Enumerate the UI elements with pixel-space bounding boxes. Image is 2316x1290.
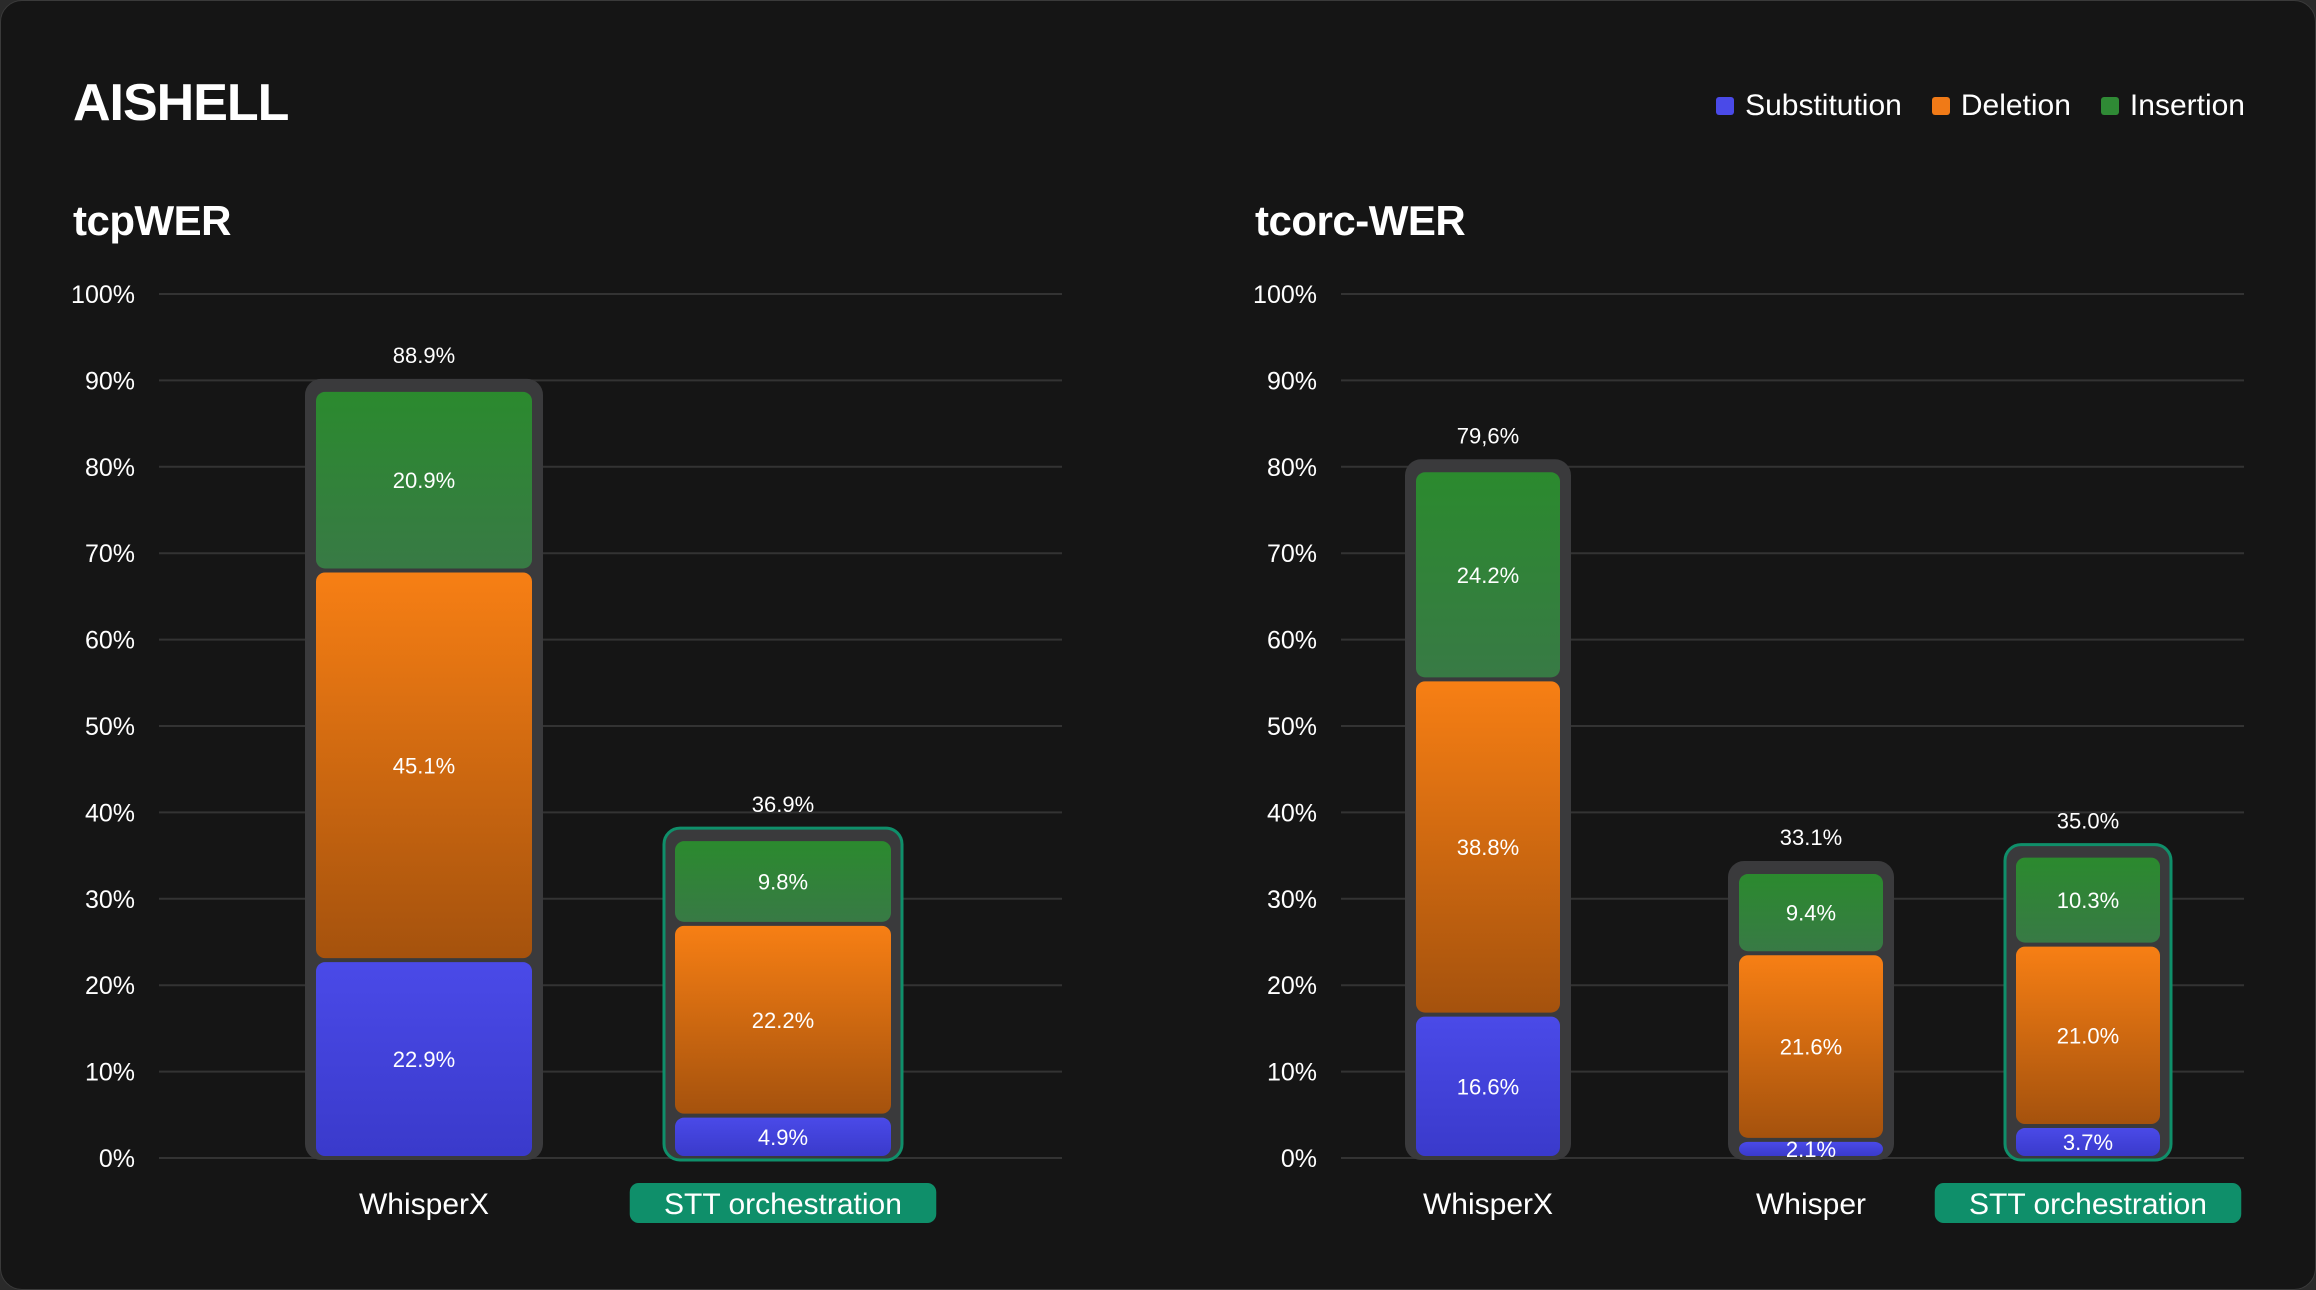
deletion-segment (2016, 946, 2160, 1125)
substitution-segment (316, 962, 532, 1156)
legend-item-deletion: Deletion (1931, 89, 2071, 123)
substitution-value-label: 16.6% (1457, 1074, 1519, 1099)
insertion-value-label: 9.8% (758, 870, 808, 895)
insertion-segment (1416, 472, 1560, 678)
y-tick-label: 40% (85, 799, 135, 827)
insertion-segment (316, 391, 532, 569)
y-tick-label: 30% (85, 886, 135, 914)
total-value-label: 88.9% (393, 343, 455, 368)
y-tick-label: 10% (1267, 1059, 1317, 1087)
deletion-value-label: 22.2% (752, 1008, 814, 1033)
substitution-segment (1416, 1016, 1560, 1156)
chart-tcpwer: 0% 10% 20% 30% 40% 50% 60% 70% 80% 90% 100% 22.9% 45… (71, 281, 1062, 1223)
substitution-value-label: 4.9% (758, 1125, 808, 1150)
deletion-segment (1416, 681, 1560, 1013)
y-tick-label: 100% (71, 281, 135, 309)
insertion-value-label: 10.3% (2057, 888, 2119, 913)
highlight-pill (629, 1183, 937, 1223)
y-tick-label: 10% (85, 1059, 135, 1087)
legend: Substitution Deletion Insertion (1716, 89, 2245, 123)
legend-label: Substitution (1745, 89, 1902, 122)
insertion-value-label: 24.2% (1457, 563, 1519, 588)
y-tick-label: 30% (1267, 886, 1317, 914)
deletion-value-label: 21.0% (2057, 1023, 2119, 1048)
total-value-label: 35.0% (2057, 809, 2119, 834)
y-tick-label: 70% (85, 540, 135, 568)
insertion-segment (675, 841, 891, 922)
y-tick-label: 20% (1267, 972, 1317, 1000)
legend-label: Deletion (1960, 89, 2071, 122)
total-value-label: 36.9% (752, 792, 814, 817)
legend-item-insertion: Insertion (2100, 89, 2245, 123)
y-tick-label: 80% (85, 454, 135, 482)
deletion-segment (316, 572, 532, 959)
insertion-segment (1739, 874, 1883, 952)
y-tick-label: 80% (1267, 454, 1317, 482)
y-tick-label: 50% (85, 713, 135, 741)
substitution-segment (1739, 1141, 1883, 1156)
x-category-label: WhisperX (359, 1188, 489, 1221)
y-tick-label: 20% (85, 972, 135, 1000)
y-tick-label: 90% (1267, 367, 1317, 395)
deletion-value-label: 21.6% (1780, 1035, 1842, 1060)
x-category-label: Whisper (1756, 1188, 1866, 1221)
page-title: AISHELL (73, 74, 289, 132)
x-category-label: STT orchestration (1969, 1188, 2207, 1221)
y-tick-label: 0% (99, 1145, 135, 1173)
substitution-segment (2016, 1128, 2160, 1156)
insertion-value-label: 9.4% (1786, 901, 1836, 926)
deletion-segment (1739, 955, 1883, 1138)
y-tick-label: 90% (85, 367, 135, 395)
total-value-label: 33.1% (1780, 825, 1842, 850)
y-tick-label: 60% (1267, 627, 1317, 655)
insertion-value-label: 20.9% (393, 468, 455, 493)
chart-tcorc-wer: 0% 10% 20% 30% 40% 50% 60% 70% 80% 90% 100% 16.6% 38… (1253, 281, 2244, 1223)
y-tick-label: 40% (1267, 799, 1317, 827)
x-category-label: WhisperX (1423, 1188, 1553, 1221)
legend-item-substitution: Substitution (1716, 89, 1902, 123)
substitution-value-label: 2.1% (1786, 1137, 1836, 1162)
substitution-swatch (1716, 97, 1735, 115)
x-category-label: STT orchestration (664, 1188, 902, 1221)
highlight-pill (1934, 1183, 2242, 1223)
substitution-value-label: 3.7% (2063, 1130, 2113, 1155)
deletion-value-label: 45.1% (393, 753, 455, 778)
insertion-swatch (2100, 97, 2119, 115)
deletion-swatch (1931, 97, 1950, 115)
deletion-segment (675, 925, 891, 1114)
y-tick-label: 70% (1267, 540, 1317, 568)
deletion-value-label: 38.8% (1457, 835, 1519, 860)
y-tick-label: 100% (1253, 281, 1317, 309)
substitution-value-label: 22.9% (393, 1047, 455, 1072)
legend-label: Insertion (2129, 89, 2245, 122)
y-tick-label: 0% (1281, 1145, 1317, 1173)
tcorc-wer-panel-title: tcorc-WER (1255, 197, 1466, 244)
tcpwer-panel-title: tcpWER (73, 197, 232, 244)
total-value-label: 79,6% (1457, 423, 1519, 448)
substitution-segment (675, 1117, 891, 1156)
insertion-segment (2016, 857, 2160, 943)
y-tick-label: 50% (1267, 713, 1317, 741)
y-tick-label: 60% (85, 627, 135, 655)
